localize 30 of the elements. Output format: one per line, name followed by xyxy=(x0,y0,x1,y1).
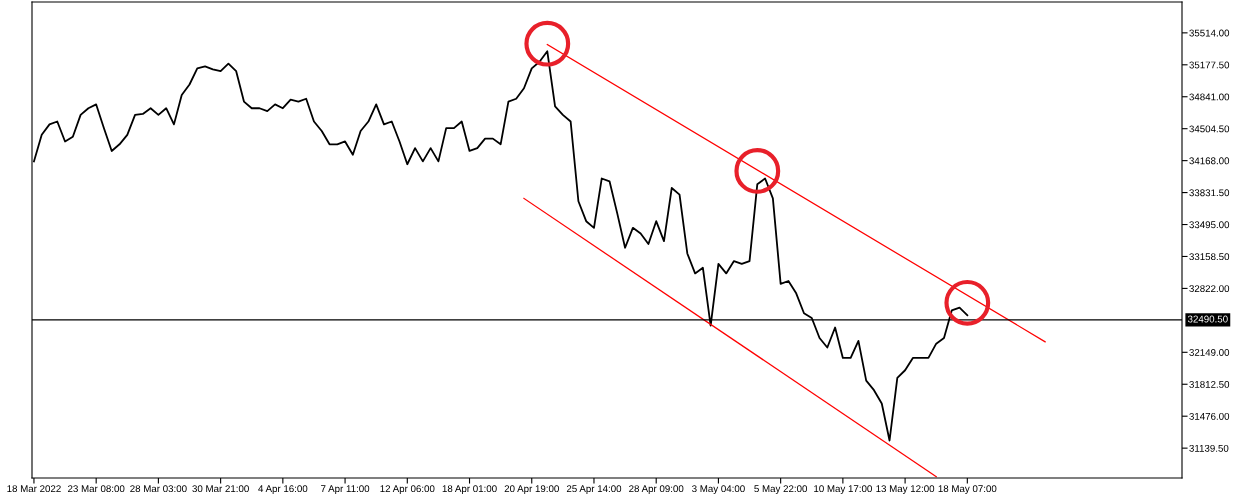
y-tick-label: 32149.00 xyxy=(1189,349,1230,356)
y-tick-label: 33831.50 xyxy=(1189,189,1230,197)
x-tick-label: 3 May 04:00 xyxy=(692,485,745,495)
y-tick-label: 34168.00 xyxy=(1189,157,1230,165)
x-tick-label: 28 Apr 09:00 xyxy=(629,485,684,495)
x-tick-label: 4 Apr 16:00 xyxy=(258,485,308,495)
x-tick-label: 18 Apr 01:00 xyxy=(442,485,497,495)
y-tick-label: 33158.50 xyxy=(1189,253,1230,261)
x-tick-label: 5 May 22:00 xyxy=(754,485,808,495)
x-tick-label: 18 May 07:00 xyxy=(938,485,997,495)
y-tick-label: 35177.50 xyxy=(1189,61,1230,69)
x-tick-label: 30 Mar 21:00 xyxy=(192,485,249,493)
x-tick-label: 28 Mar 03:00 xyxy=(130,485,187,493)
y-tick-label: 32822.00 xyxy=(1189,285,1230,293)
ref-line-label: 32490.50 xyxy=(1187,315,1228,323)
y-tick-label: 31812.50 xyxy=(1189,380,1230,388)
y-tick-label: 31139.50 xyxy=(1189,444,1229,452)
y-tick-label: 34504.50 xyxy=(1189,125,1230,133)
y-tick-label: 33495.00 xyxy=(1189,221,1230,229)
x-tick-label: 25 Apr 14:00 xyxy=(566,485,622,495)
x-tick-label: 10 May 17:00 xyxy=(814,485,872,495)
y-tick-label: 34841.00 xyxy=(1189,93,1230,101)
x-tick-label: 20 Apr 19:00 xyxy=(504,485,559,495)
y-tick-label: 35514.00 xyxy=(1189,29,1230,37)
x-tick-label: 12 Apr 06:00 xyxy=(380,485,435,495)
x-tick-label: 13 May 12:00 xyxy=(876,485,935,495)
x-tick-label: 7 Apr 11:00 xyxy=(321,485,370,495)
y-tick-label: 31476.00 xyxy=(1189,412,1230,420)
x-tick-label: 18 Mar 2022 xyxy=(7,485,61,493)
x-tick-label: 23 Mar 08:00 xyxy=(68,485,125,493)
